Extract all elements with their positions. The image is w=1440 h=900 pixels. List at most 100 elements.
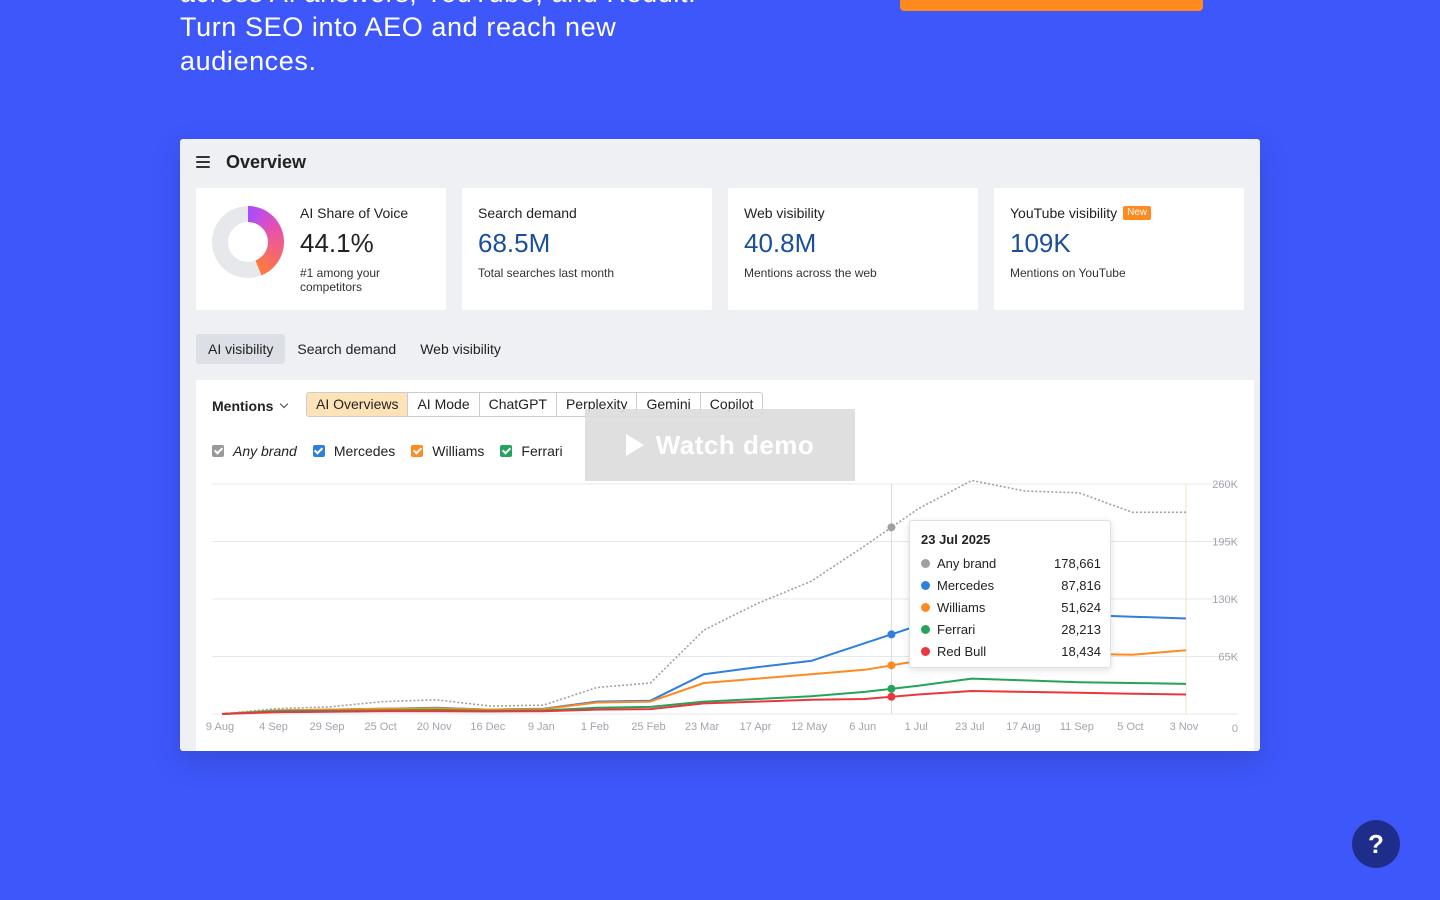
tooltip-row: Ferrari 28,213 xyxy=(921,621,1101,637)
hamburger-menu-icon[interactable] xyxy=(196,156,210,168)
help-button[interactable]: ? xyxy=(1352,820,1400,868)
series-dot xyxy=(921,624,930,634)
x-tick-label: 12 May xyxy=(791,721,828,733)
share-donut-chart xyxy=(212,206,284,278)
x-tick-label: 5 Oct xyxy=(1117,721,1143,733)
y-tick-label: 130K xyxy=(1212,594,1238,606)
tooltip-series-value: 178,661 xyxy=(1054,555,1101,571)
tooltip-row: Any brand 178,661 xyxy=(921,555,1101,571)
checkbox-icon[interactable] xyxy=(411,445,424,457)
x-tick-label: 1 Feb xyxy=(581,721,609,733)
x-tick-label: 3 Nov xyxy=(1170,721,1199,733)
card-subtitle: #1 among your competitors xyxy=(300,266,381,294)
play-icon xyxy=(625,434,644,456)
mentions-label: Mentions xyxy=(212,398,274,414)
legend-label: Ferrari xyxy=(521,443,563,459)
x-tick-label: 16 Dec xyxy=(470,721,505,733)
card-label-text: YouTube visibility xyxy=(1010,205,1118,221)
x-tick-label: 9 Jan xyxy=(528,721,555,733)
chart-legend: Any brand Mercedes Williams Ferrari xyxy=(212,443,579,459)
source-ai-mode[interactable]: AI Mode xyxy=(408,393,480,416)
y-tick-label: 195K xyxy=(1212,537,1238,549)
hero-line: Turn SEO into AEO and reach new xyxy=(180,12,617,42)
hero-line: across AI answers, YouTube, and Reddit. xyxy=(180,0,780,10)
hero-line: audiences. xyxy=(180,46,317,76)
legend-label: Mercedes xyxy=(333,443,396,459)
y-tick-label: 65K xyxy=(1218,652,1238,664)
checkbox-icon[interactable] xyxy=(312,445,325,457)
source-chatgpt[interactable]: ChatGPT xyxy=(479,393,557,416)
x-tick-label: 29 Sep xyxy=(310,721,345,733)
source-ai-overviews[interactable]: AI Overviews xyxy=(307,393,409,416)
card-value: 44.1% xyxy=(300,228,374,258)
checkbox-icon[interactable] xyxy=(500,445,513,457)
legend-williams[interactable]: Williams xyxy=(411,443,484,459)
series-line-any-brand xyxy=(221,479,1186,715)
tooltip-series-name: Ferrari xyxy=(937,621,976,637)
tab-ai-visibility[interactable]: AI visibility xyxy=(196,334,286,364)
series-dot xyxy=(921,580,930,590)
tooltip-row: Red Bull 18,434 xyxy=(921,643,1101,659)
x-tick-label: 20 Nov xyxy=(417,721,452,733)
x-tick-label: 17 Aug xyxy=(1006,721,1040,733)
x-tick-label: 25 Oct xyxy=(364,721,396,733)
legend-label: Williams xyxy=(432,443,485,459)
hero-text: across AI answers, YouTube, and Reddit. … xyxy=(180,0,780,78)
search-demand-card: Search demand 68.5M Total searches last … xyxy=(462,188,712,310)
legend-label: Any brand xyxy=(233,443,297,459)
x-tick-label: 11 Sep xyxy=(1060,721,1094,733)
overview-panel: Overview AI Share of Voice 44.1% #1 amon… xyxy=(180,139,1260,751)
tooltip-series-value: 51,624 xyxy=(1061,599,1101,615)
x-tick-label: 9 Aug xyxy=(206,721,234,733)
tooltip-row: Mercedes 87,816 xyxy=(921,577,1101,593)
x-tick-label: 4 Sep xyxy=(259,721,288,733)
checkbox-icon[interactable] xyxy=(212,445,224,457)
x-tick-label: 17 Apr xyxy=(740,721,772,733)
y-tick-label: 260K xyxy=(1212,479,1238,491)
tooltip-series-name: Mercedes xyxy=(937,577,995,593)
chart-tooltip: 23 Jul 2025 Any brand 178,661 Mercedes 8… xyxy=(909,520,1111,668)
series-line-red-bull xyxy=(221,690,1187,715)
card-subtitle: Mentions across the web xyxy=(744,266,877,280)
watch-demo-button[interactable]: Watch demo xyxy=(585,409,855,481)
x-tick-label: 25 Feb xyxy=(631,721,665,733)
card-subtitle: Total searches last month xyxy=(478,266,615,280)
tab-web-visibility[interactable]: Web visibility xyxy=(420,341,501,357)
tooltip-series-value: 28,213 xyxy=(1061,621,1101,637)
hover-point-red-bull xyxy=(887,692,896,701)
tooltip-row: Williams 51,624 xyxy=(921,599,1101,615)
panel-title: Overview xyxy=(226,151,307,172)
legend-any-brand[interactable]: Any brand xyxy=(212,443,297,459)
legend-ferrari[interactable]: Ferrari xyxy=(500,443,563,459)
x-tick-label: 1 Jul xyxy=(905,721,928,733)
y-tick-label: 0 xyxy=(1232,723,1238,735)
legend-mercedes[interactable]: Mercedes xyxy=(312,443,396,459)
tooltip-series-value: 87,816 xyxy=(1061,577,1101,593)
x-tick-label: 23 Mar xyxy=(685,721,720,733)
tooltip-date: 23 Jul 2025 xyxy=(921,532,991,547)
card-value: 109K xyxy=(1010,228,1071,258)
series-dot xyxy=(921,602,930,612)
hover-point-williams xyxy=(887,661,896,670)
card-label: YouTube visibility New xyxy=(1010,205,1152,221)
card-value: 68.5M xyxy=(478,228,551,258)
web-visibility-card: Web visibility 40.8M Mentions across the… xyxy=(728,188,978,310)
series-dot xyxy=(921,558,930,568)
x-tick-label: 6 Jun xyxy=(849,721,876,733)
tooltip-series-name: Williams xyxy=(937,599,986,615)
share-of-voice-card: AI Share of Voice 44.1% #1 among your co… xyxy=(196,188,446,310)
card-label: Search demand xyxy=(478,205,577,221)
card-subtitle: Mentions on YouTube xyxy=(1010,266,1126,280)
card-label: Web visibility xyxy=(744,205,825,221)
hover-point-any-brand xyxy=(887,523,896,532)
series-dot xyxy=(921,646,930,656)
card-label: AI Share of Voice xyxy=(300,205,409,221)
tab-search-demand[interactable]: Search demand xyxy=(297,341,397,357)
youtube-visibility-card: YouTube visibility New 109K Mentions on … xyxy=(994,188,1244,310)
watch-demo-label: Watch demo xyxy=(655,429,815,460)
panel-header: Overview xyxy=(196,152,306,172)
mentions-dropdown[interactable]: Mentions xyxy=(212,398,289,414)
hover-point-ferrari xyxy=(887,684,896,693)
cta-button[interactable] xyxy=(900,0,1203,11)
chart-card: Mentions AI Overviews AI Mode ChatGPT Pe… xyxy=(196,380,1254,751)
